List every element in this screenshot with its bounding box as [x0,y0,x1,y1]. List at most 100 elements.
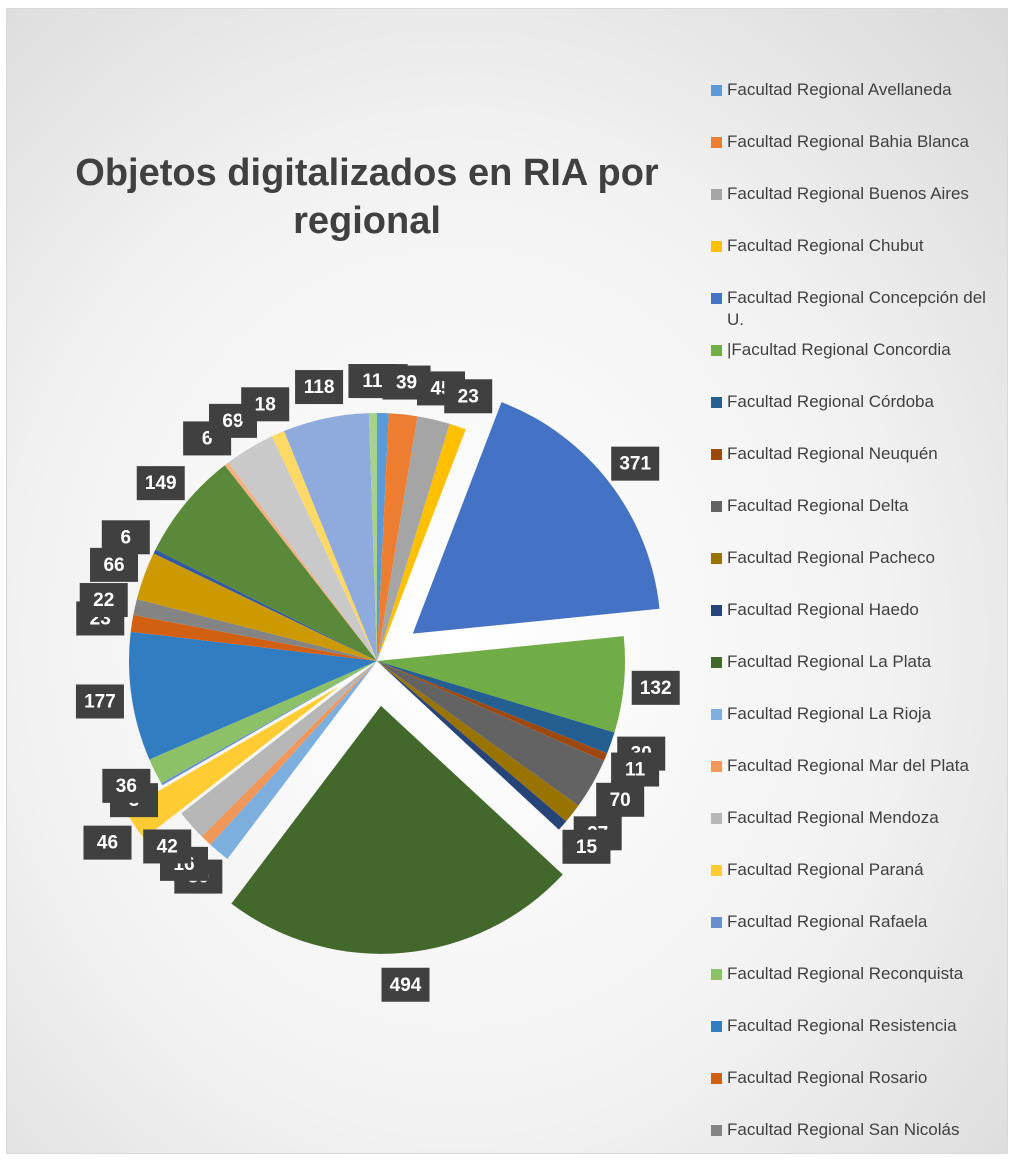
data-label: 15 [562,829,611,864]
pie-slice [377,416,450,661]
legend-swatch [711,241,722,252]
legend-label: Facultad Regional Córdoba [727,392,934,411]
data-label-text: 6 [202,428,213,449]
pie-slice [129,631,377,760]
legend-label: Facultad Regional Delta [727,496,909,515]
legend-item: Facultad Regional Reconquista [707,963,1007,1015]
legend-item: Facultad Regional San Nicolás [707,1119,1007,1153]
legend-label: Facultad Regional Reconquista [727,964,964,983]
pie-slice [181,661,377,837]
chart-frame: Objetos digitalizados en RIA por regiona… [6,8,1008,1154]
legend-swatch [711,1125,722,1136]
pie-slice [377,661,608,761]
data-label-box [241,387,290,422]
data-label-box [631,670,680,705]
pie-slice [377,661,605,806]
data-label-text: 66 [103,555,124,576]
legend-item: Facultad Regional Chubut [707,235,1007,287]
legend-swatch [711,345,722,356]
data-label-text: 39 [396,373,417,394]
data-label: 23 [444,379,493,414]
pie-slice [155,465,377,661]
legend-label: Facultad Regional Bahia Blanca [727,132,969,151]
data-label: 22 [79,583,128,618]
data-label-text: 23 [458,386,479,407]
data-label: 11 [348,364,397,399]
pie-slice [377,413,389,661]
legend-label: Facultad Regional Resistencia [727,1016,957,1035]
data-label: 149 [136,466,185,501]
pie-slice [153,549,377,661]
legend-item: Facultad Regional Rafaela [707,911,1007,963]
legend-swatch [711,657,722,668]
legend-item: Facultad Regional Pacheco [707,547,1007,599]
pie-slice [149,661,377,784]
legend-label: Facultad Regional Mar del Plata [727,756,969,775]
legend-swatch [711,813,722,824]
legend-swatch [711,1021,722,1032]
pie-chart: 1639452337113230117027154943016424633617… [75,364,680,1002]
data-label-text: 69 [222,411,243,432]
legend-label: |Facultad Regional Concordia [727,340,951,359]
pie-slice [228,436,377,661]
legend-label: Facultad Regional La Rioja [727,704,932,723]
legend-swatch [711,397,722,408]
pie-slice [271,431,377,661]
data-label-text: 46 [97,833,118,854]
data-label-box [143,829,192,864]
data-label-box [75,684,124,719]
data-label: 42 [143,829,192,864]
data-label-text: 149 [145,473,177,494]
pie-slice [377,413,418,661]
legend-label: Facultad Regional Neuquén [727,444,938,463]
data-label: 11 [611,752,660,787]
legend-swatch [711,917,722,928]
pie-slice [377,423,466,661]
legend-item: Facultad Regional La Plata [707,651,1007,703]
data-label: 494 [381,967,430,1002]
pie-slice [284,413,377,661]
legend-swatch [711,761,722,772]
pie-slice [161,661,377,786]
legend-label: Facultad Regional Chubut [727,236,924,255]
data-label: 132 [631,670,680,705]
data-label: 18 [241,387,290,422]
data-label-text: 36 [116,776,137,797]
legend-item: Facultad Regional Haedo [707,599,1007,651]
pie-slice [133,599,377,661]
data-label-box [444,379,493,414]
data-label-text: 18 [255,394,276,415]
legend-item: Facultad Regional Avellaneda [707,79,1007,131]
data-label: 371 [611,446,660,481]
pie-slice [412,402,660,634]
data-label-box [381,967,430,1002]
pie-slice [136,553,377,661]
data-label-text: 70 [610,790,631,811]
data-label-box [562,829,611,864]
legend-item: Facultad Regional Neuquén [707,443,1007,495]
legend-swatch [711,1073,722,1084]
data-label-text: 118 [304,377,335,398]
data-label-box [83,825,132,860]
data-label-box [136,466,185,501]
legend-swatch [711,709,722,720]
legend-swatch [711,605,722,616]
pie-slice [130,614,377,661]
data-label-box [295,370,344,405]
pie-slice [377,661,567,830]
data-label-text: 494 [390,975,422,996]
legend-item: Facultad Regional Resistencia [707,1015,1007,1067]
pie-slice [368,413,377,661]
legend: Facultad Regional Avellaneda Facultad Reg… [707,79,1007,1153]
pie-slice [377,661,615,754]
data-label-box [611,752,660,787]
pie-slice [201,661,377,845]
legend-label: Facultad Regional La Plata [727,652,932,671]
data-label: 177 [75,684,124,719]
legend-label: Facultad Regional Paraná [727,860,924,879]
legend-label: Facultad Regional Buenos Aires [727,184,969,203]
pie-slice [125,686,340,839]
data-label: 118 [295,370,344,405]
legend-label: Facultad Regional Pacheco [727,548,935,567]
data-label-text: 11 [625,760,646,781]
